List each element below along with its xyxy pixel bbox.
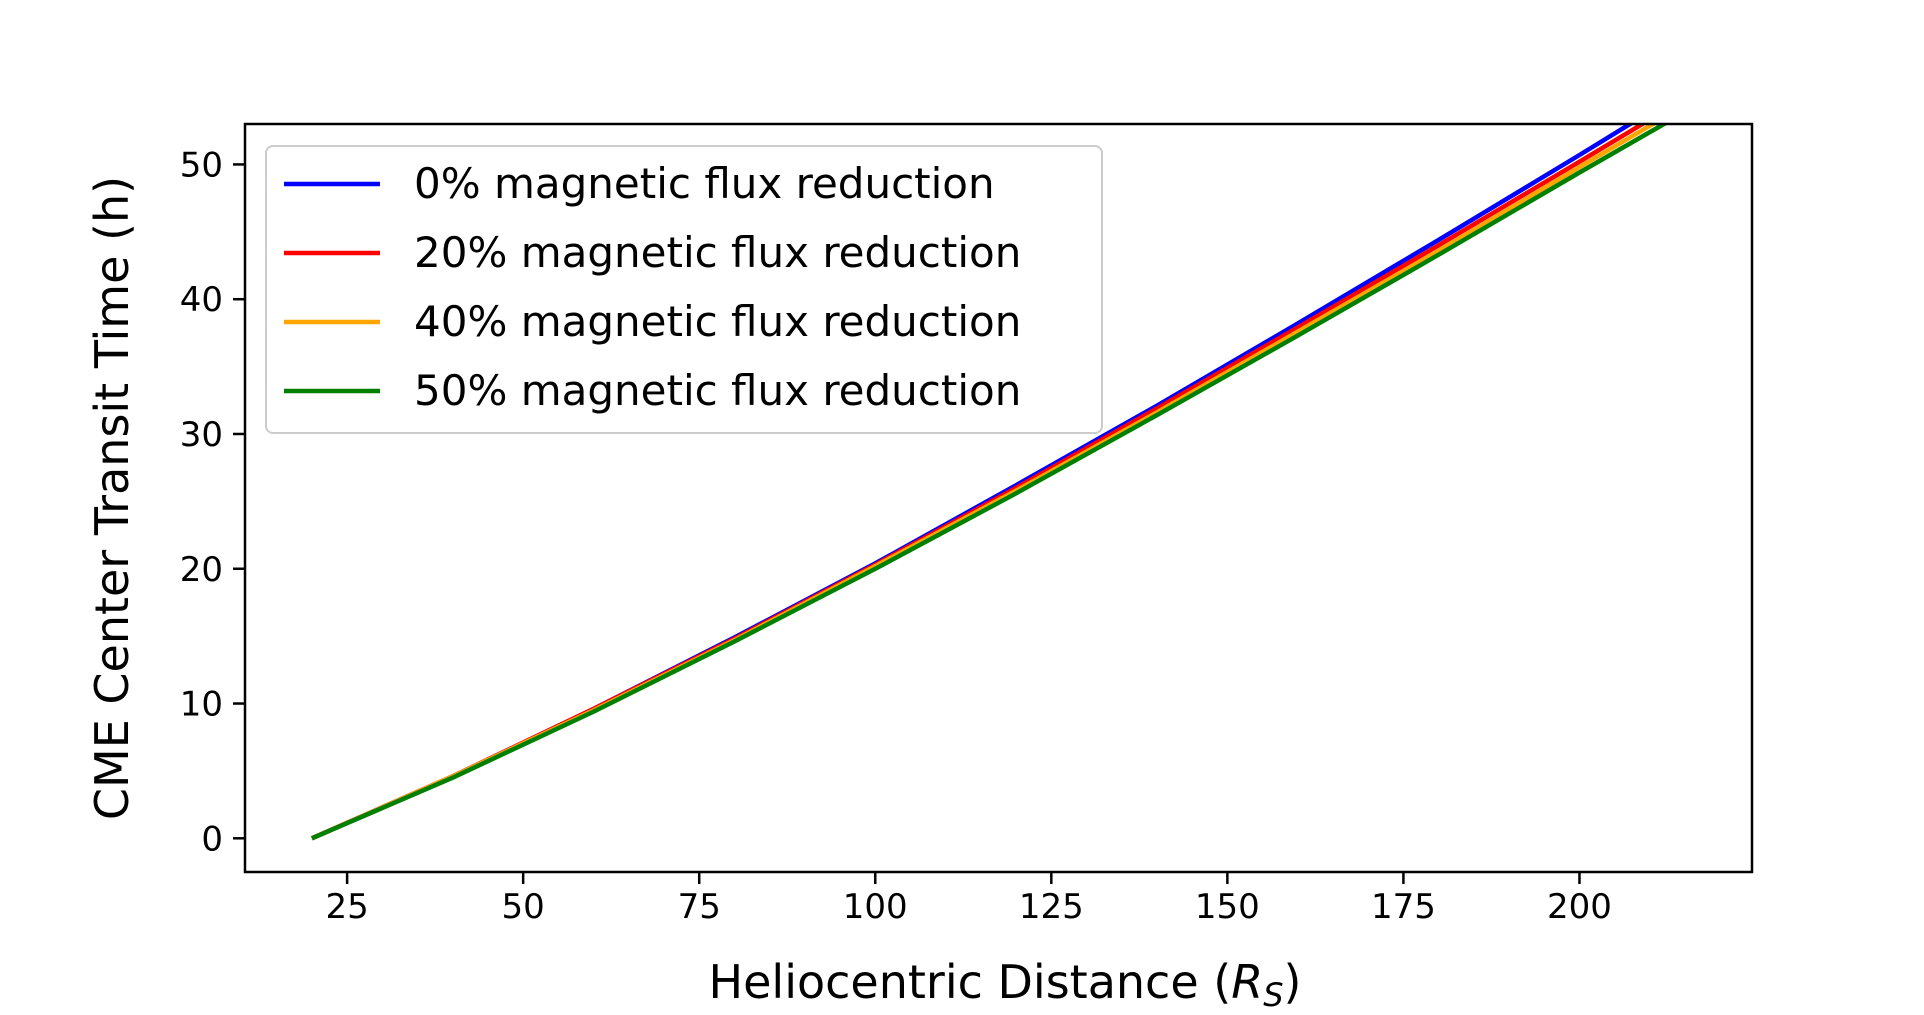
series-line-3 (311, 124, 1669, 841)
y-tick-label: 30 (180, 415, 223, 455)
y-tick-label: 40 (180, 280, 223, 320)
legend-box (265, 145, 1103, 434)
y-tick-label: 10 (180, 685, 223, 725)
x-axis-label-close: ) (1284, 955, 1302, 1009)
x-tick-label: 75 (678, 887, 721, 927)
x-axis-ticks: 25 50 75 100 125 150 175 200 (325, 872, 1612, 927)
x-axis-label: Heliocentric Distance (RS) (709, 955, 1302, 1014)
plot-frame (243, 122, 1754, 874)
x-tick-label: 100 (843, 887, 908, 927)
plot-lines (310, 124, 1669, 841)
legend-label-3: 50% magnetic flux reduction (414, 366, 1021, 415)
y-axis-label: CME Center Transit Time (h) (85, 176, 139, 820)
y-axis-ticks: 0 10 20 30 40 50 (180, 145, 245, 859)
y-tick-label: 20 (180, 550, 223, 590)
legend-label-0: 0% magnetic flux reduction (414, 159, 995, 208)
x-tick-label: 200 (1547, 887, 1612, 927)
x-tick-label: 175 (1371, 887, 1436, 927)
legend-label-1: 20% magnetic flux reduction (414, 228, 1021, 277)
x-tick-label: 125 (1019, 887, 1084, 927)
x-tick-label: 150 (1195, 887, 1260, 927)
legend-label-2: 40% magnetic flux reduction (414, 297, 1021, 346)
y-tick-label: 0 (201, 819, 223, 859)
x-axis-label-symbol: R (1231, 955, 1263, 1009)
x-axis-label-subscript: S (1263, 976, 1283, 1014)
x-tick-label: 25 (325, 887, 368, 927)
x-axis-label-main: Heliocentric Distance ( (709, 955, 1232, 1009)
x-tick-label: 50 (502, 887, 545, 927)
legend: 0% magnetic flux reduction 20% magnetic f… (265, 145, 1103, 434)
y-tick-label: 50 (180, 145, 223, 185)
